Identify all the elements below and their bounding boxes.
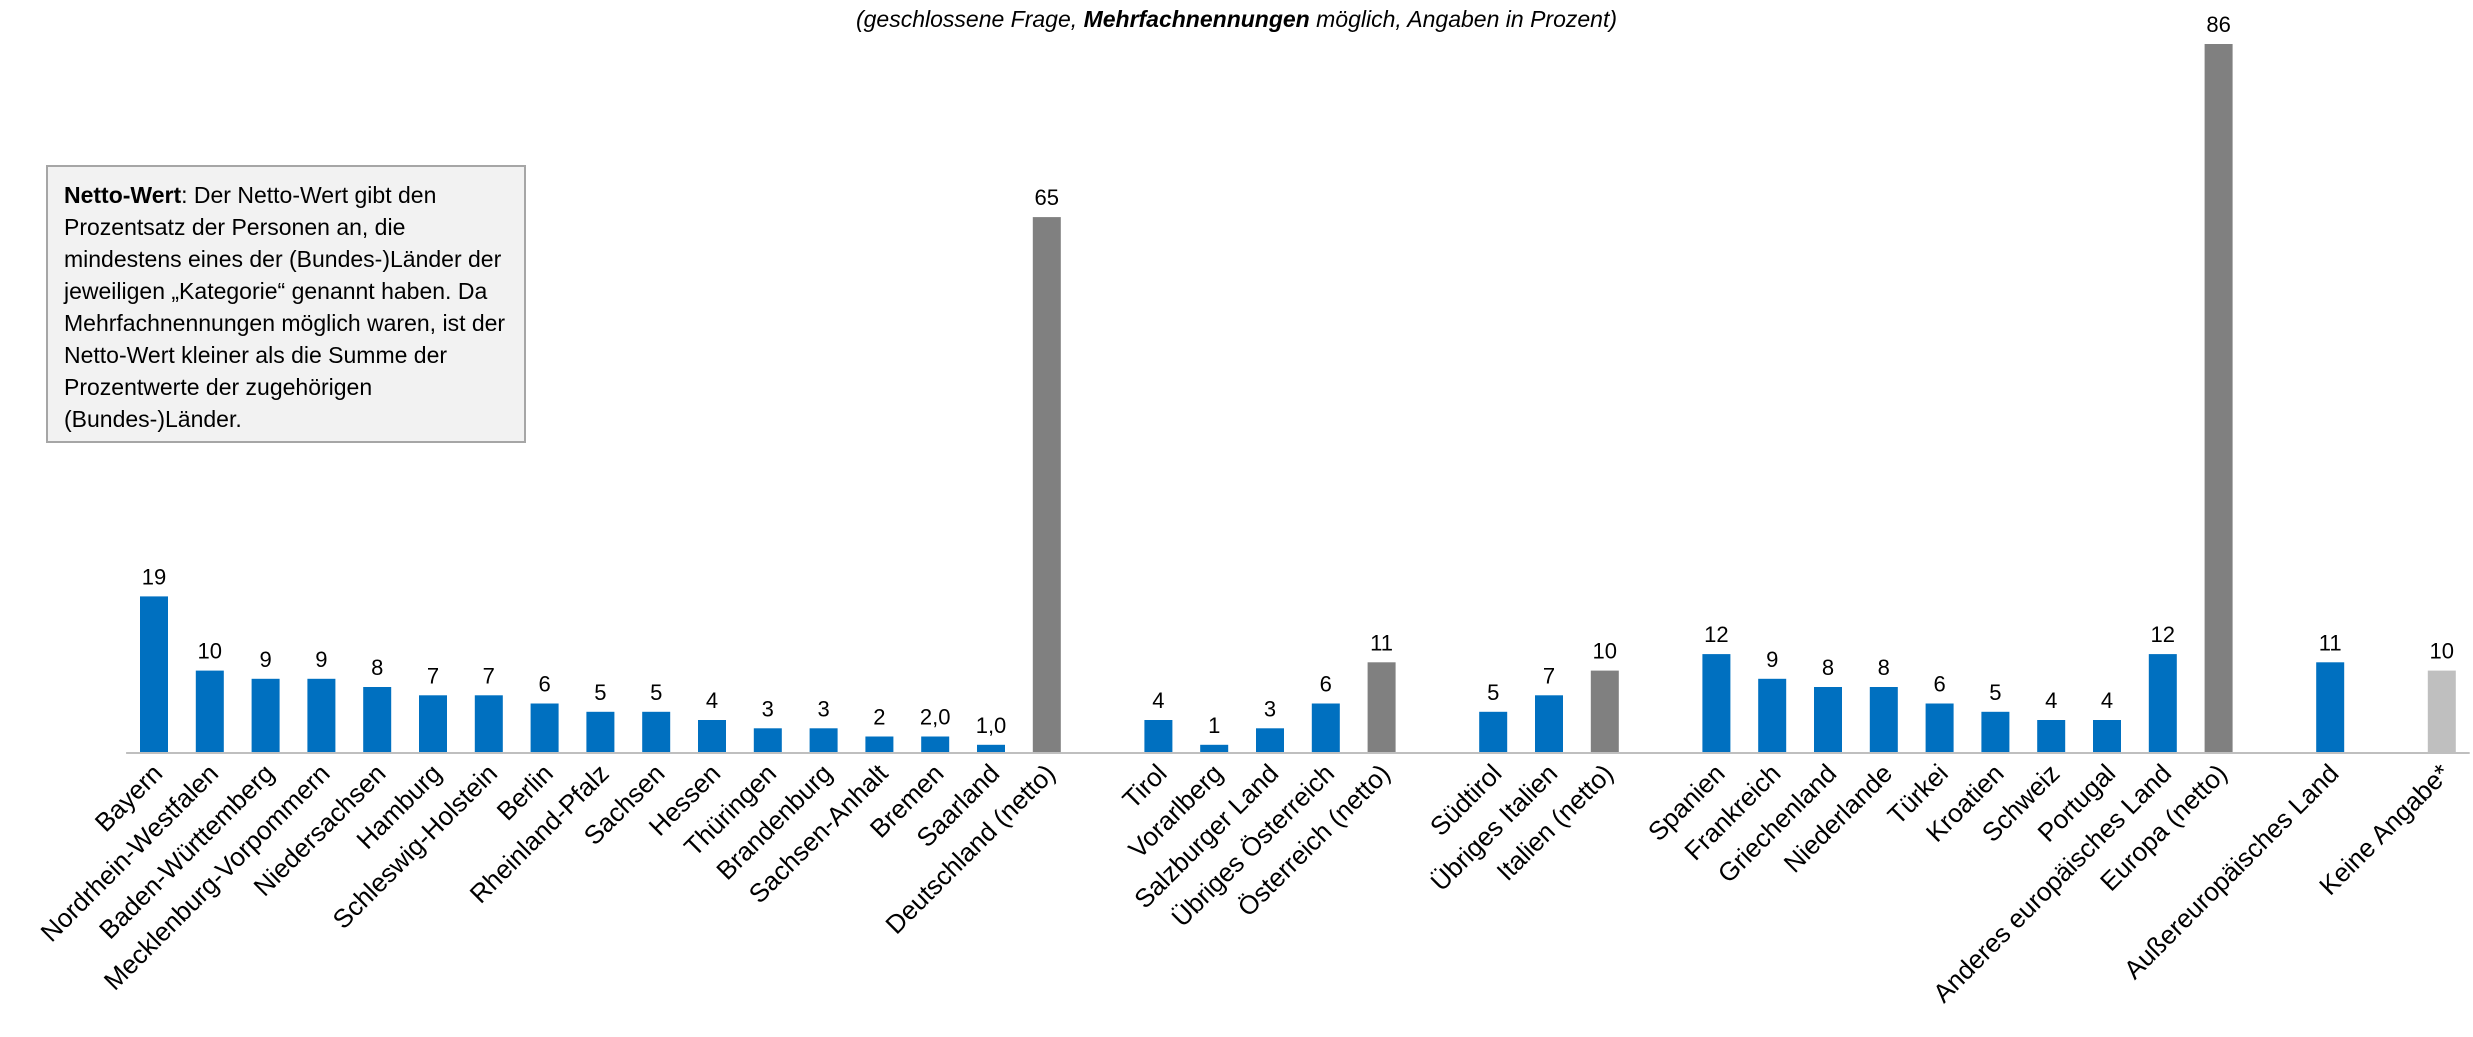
value-label-22: 5 [1487,680,1499,705]
value-label-30: 5 [1989,680,2001,705]
bar-28 [1869,687,1898,753]
value-label-31: 4 [2045,688,2057,713]
value-label-34: 86 [2206,12,2230,37]
bar-12 [809,728,838,753]
value-label-20: 6 [1320,672,1332,697]
value-label-0: 19 [142,564,166,589]
bar-14 [921,736,950,753]
value-label-11: 3 [762,696,774,721]
note-text: : Der Netto-Wert gibt den Prozentsatz de… [64,182,506,432]
bar-9 [642,711,671,753]
bar-21 [1367,662,1396,753]
value-label-35: 11 [2319,630,2342,655]
bar-4 [363,687,392,753]
bar-24 [1590,670,1619,753]
bar-15 [977,744,1005,753]
value-label-19: 3 [1264,696,1276,721]
value-label-18: 1 [1208,713,1220,738]
value-label-3: 9 [315,647,327,672]
bar-34 [2204,44,2233,753]
bar-23 [1535,695,1563,753]
bar-20 [1311,703,1340,753]
value-label-6: 7 [483,663,495,688]
value-label-28: 8 [1878,655,1890,680]
value-label-13: 2 [873,705,885,730]
bar-31 [2037,720,2066,753]
value-label-21: 11 [1370,630,1393,655]
value-label-1: 10 [198,639,222,664]
value-label-27: 8 [1822,655,1834,680]
bar-36 [2427,670,2456,753]
bar-22 [1479,711,1508,753]
value-label-33: 12 [2151,622,2175,647]
bar-8 [586,711,615,753]
value-label-29: 6 [1933,672,1945,697]
bar-1 [195,670,224,753]
value-label-12: 3 [817,696,829,721]
bar-27 [1814,687,1842,753]
bar-3 [307,678,336,753]
bar-19 [1256,728,1284,753]
value-label-9: 5 [650,680,662,705]
bar-29 [1925,703,1954,753]
bar-25 [1702,654,1731,753]
value-label-7: 6 [538,672,550,697]
bar-13 [865,736,894,753]
value-label-10: 4 [706,688,718,713]
value-label-32: 4 [2101,688,2113,713]
value-label-14: 2,0 [920,705,951,730]
value-label-25: 12 [1704,622,1728,647]
bar-11 [753,728,782,753]
bar-7 [530,703,559,753]
note-term: Netto-Wert [64,182,182,208]
bar-6 [474,695,503,753]
value-label-24: 10 [1593,639,1617,664]
bar-0 [140,596,168,753]
value-label-36: 10 [2430,639,2454,664]
netto-note-box: Netto-Wert: Der Netto-Wert gibt den Proz… [46,165,526,443]
bar-26 [1758,678,1787,753]
bar-35 [2316,662,2345,753]
bar-17 [1144,720,1173,753]
bar-10 [698,720,726,753]
value-label-4: 8 [371,655,383,680]
value-label-17: 4 [1152,688,1164,713]
bar-16 [1032,217,1061,754]
value-label-8: 5 [594,680,606,705]
value-label-23: 7 [1543,663,1555,688]
chart-subtitle: (geschlossene Frage, Mehrfachnennungen m… [0,6,2473,33]
subtitle-bold: Mehrfachnennungen [1083,6,1310,32]
value-label-5: 7 [427,663,439,688]
bar-33 [2148,654,2177,753]
subtitle-suffix: möglich, Angaben in Prozent) [1309,6,1617,32]
subtitle-prefix: (geschlossene Frage, [855,6,1084,32]
value-label-16: 65 [1035,185,1059,210]
value-label-15: 1,0 [976,713,1007,738]
bar-32 [2093,720,2121,753]
bar-2 [251,678,280,753]
value-label-26: 9 [1766,647,1778,672]
bar-30 [1981,711,2010,753]
bar-5 [419,695,447,753]
bar-18 [1200,744,1229,753]
value-label-2: 9 [259,647,271,672]
